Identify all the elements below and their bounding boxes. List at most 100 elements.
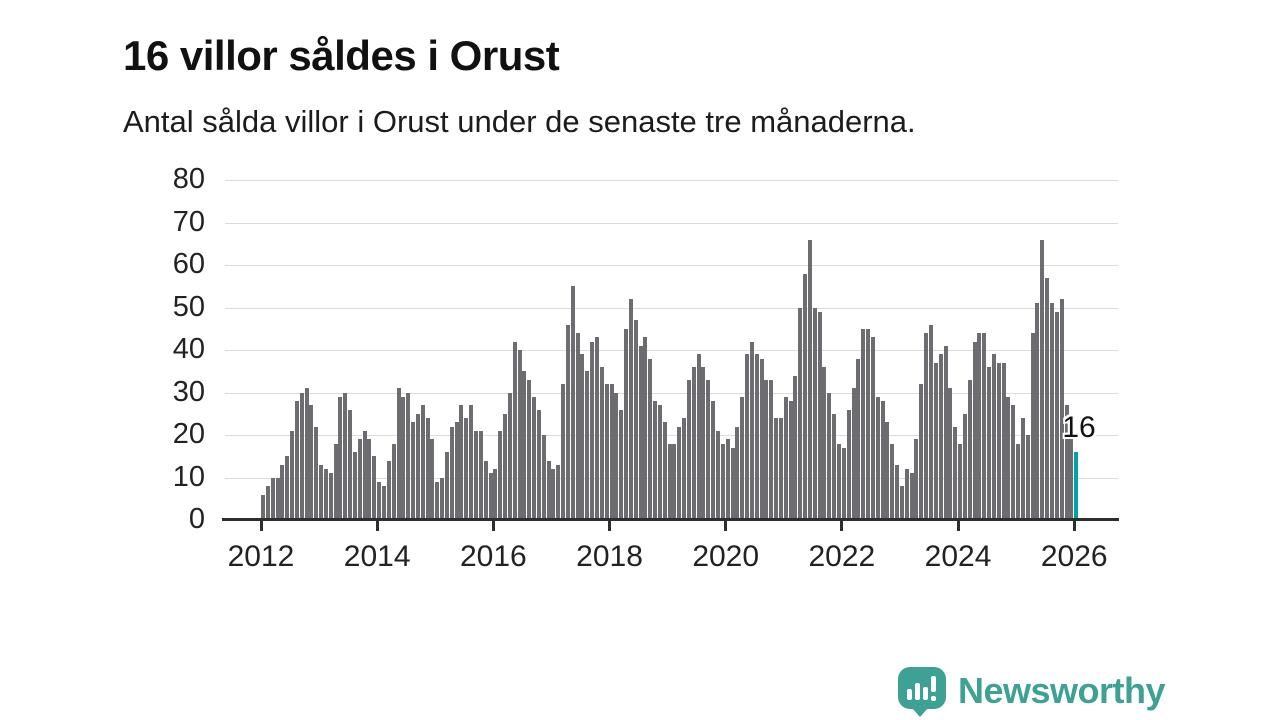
bar <box>958 443 963 520</box>
bar <box>890 443 895 520</box>
bar <box>323 469 328 520</box>
bar <box>565 324 570 520</box>
x-axis-tick-label: 2022 <box>808 540 876 573</box>
bar <box>614 392 619 520</box>
bar <box>454 422 459 520</box>
bar <box>977 333 982 520</box>
bar <box>648 358 653 520</box>
bar <box>657 405 662 520</box>
bar <box>851 388 856 520</box>
x-axis-tick <box>491 521 495 531</box>
x-axis-tick-label: 2018 <box>576 540 643 573</box>
bar <box>367 439 372 520</box>
bar <box>837 443 842 520</box>
bar <box>696 354 701 520</box>
bar <box>449 426 454 520</box>
bar <box>1050 303 1054 520</box>
bar <box>846 409 851 520</box>
bar <box>754 354 759 520</box>
y-axis-tick-label: 80 <box>172 163 205 195</box>
bar <box>527 379 532 520</box>
gridline <box>225 435 1118 436</box>
bar <box>807 239 812 520</box>
gridline <box>225 180 1118 181</box>
bar <box>866 328 871 520</box>
x-axis-tick-label: 2020 <box>692 540 760 573</box>
bar <box>338 396 343 520</box>
bar <box>1006 396 1011 520</box>
bar <box>498 430 503 520</box>
y-axis-tick-label: 40 <box>172 333 205 365</box>
bar <box>793 375 798 520</box>
bar <box>996 362 1001 520</box>
x-axis-tick-label: 2024 <box>924 540 992 573</box>
bar <box>386 460 391 520</box>
bar <box>899 486 904 520</box>
bar <box>924 333 929 520</box>
bar <box>1059 299 1064 520</box>
bar <box>928 324 933 520</box>
bar <box>667 443 672 520</box>
bar <box>469 405 474 520</box>
x-axis-tick-label: 2012 <box>227 540 295 573</box>
bar <box>619 409 624 520</box>
bar <box>435 481 440 520</box>
bar <box>638 345 643 520</box>
bar <box>532 396 537 520</box>
bar <box>556 464 561 520</box>
bar <box>275 477 280 520</box>
bar <box>919 384 924 520</box>
bar <box>943 345 948 520</box>
y-axis-tick-label: 10 <box>172 460 205 493</box>
bar <box>759 358 764 520</box>
x-axis-tick <box>259 521 263 531</box>
bar <box>662 422 667 520</box>
newsworthy-logo-icon <box>898 667 946 717</box>
bar <box>991 354 996 520</box>
x-axis-tick <box>724 521 728 531</box>
bar <box>570 286 575 520</box>
bar <box>285 456 290 520</box>
bar <box>1001 362 1006 520</box>
highlighted-bar <box>1074 452 1079 520</box>
bar <box>909 473 914 520</box>
bar <box>885 422 890 520</box>
bar <box>720 443 725 520</box>
bar <box>817 311 822 520</box>
bar <box>686 379 691 520</box>
x-axis-tick <box>840 521 844 531</box>
bar <box>377 481 382 520</box>
bar <box>604 384 609 520</box>
bar <box>769 379 774 520</box>
bar <box>299 392 304 520</box>
bar <box>319 464 324 520</box>
bar <box>832 413 837 520</box>
bar <box>672 443 677 520</box>
bar <box>783 396 788 520</box>
bar <box>682 418 687 520</box>
bar <box>444 452 449 520</box>
bar <box>745 354 750 520</box>
bar <box>962 413 967 520</box>
bar <box>261 494 265 520</box>
bar <box>822 367 827 520</box>
bar <box>391 443 396 520</box>
bar <box>309 405 314 520</box>
bar <box>406 392 411 520</box>
bar <box>904 469 909 520</box>
bar <box>488 473 493 520</box>
bar <box>875 396 880 520</box>
bar <box>430 439 435 520</box>
bar <box>948 388 953 520</box>
bar <box>575 333 580 520</box>
bar <box>333 443 338 520</box>
bar-chart-glyph <box>907 676 936 701</box>
bar <box>841 447 846 520</box>
bar <box>411 422 416 520</box>
bar <box>972 341 977 520</box>
bar <box>280 464 285 520</box>
bar <box>895 464 900 520</box>
bar <box>827 392 832 520</box>
bar <box>1064 405 1069 520</box>
bar <box>938 354 943 520</box>
